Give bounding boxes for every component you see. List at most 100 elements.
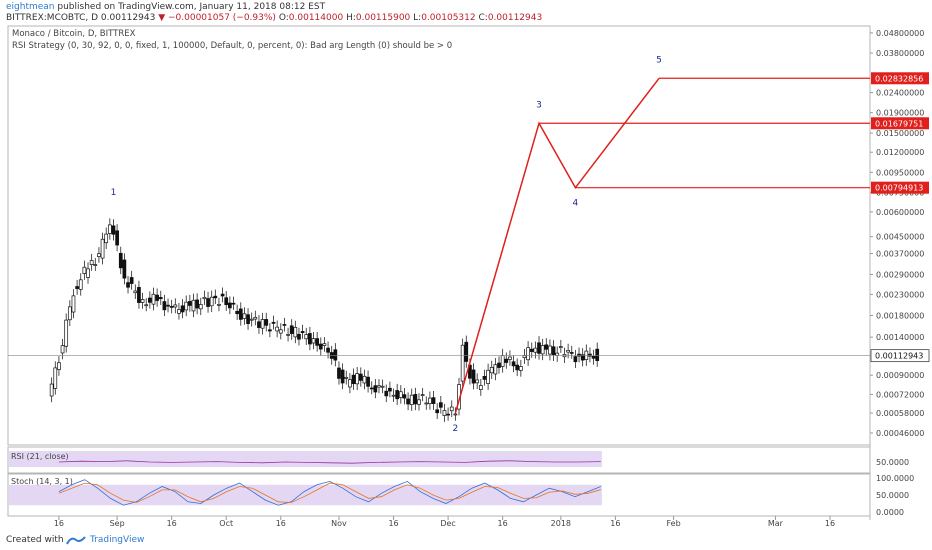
last-price: 0.00112943 xyxy=(100,13,156,23)
candle-body xyxy=(537,342,541,354)
candle-body xyxy=(151,293,156,305)
chart-header: eightmean published on TradingView.com, … xyxy=(0,0,932,24)
candle-body xyxy=(217,304,221,306)
candle-body xyxy=(380,385,385,388)
candle-body xyxy=(297,333,301,340)
x-tick-label: 16 xyxy=(825,519,835,528)
candle-body xyxy=(351,374,356,385)
y-tick-label: 0.01500000 xyxy=(876,129,924,138)
candle-body xyxy=(202,296,207,300)
candle-body xyxy=(53,367,58,389)
candle-body xyxy=(384,390,389,397)
candle-body xyxy=(191,299,196,312)
candle-body xyxy=(438,402,443,408)
y-tick-label: 0.00090000 xyxy=(876,371,924,380)
y-tick-label: 0.00370000 xyxy=(876,250,924,259)
chart-canvas[interactable]: 0.04800000 0.03800000 0.02400000 0.01900000… xyxy=(0,0,932,530)
legend-title: Monaco / Bitcoin, D, BITTREX xyxy=(12,29,136,39)
candle-body xyxy=(340,369,345,384)
stoch-title: Stoch (14, 3, 1) xyxy=(11,477,73,486)
candle-body xyxy=(253,317,258,320)
candle-body xyxy=(300,331,305,334)
candle-body xyxy=(573,356,578,363)
candle-body xyxy=(420,394,425,396)
stoch-band xyxy=(9,484,602,506)
candle-body xyxy=(235,310,239,315)
candle-body xyxy=(551,346,556,356)
candle-body xyxy=(166,304,170,307)
wave-label: 3 xyxy=(536,100,542,110)
candle-body xyxy=(115,230,119,246)
candle-body xyxy=(355,373,360,385)
candle-body xyxy=(406,398,410,405)
candle-body xyxy=(569,352,574,354)
x-tick-label: Oct xyxy=(219,519,233,528)
candle-body xyxy=(188,301,192,306)
candle-body xyxy=(282,324,287,326)
candle-body xyxy=(388,387,392,392)
candle-body xyxy=(133,290,138,294)
candle-body xyxy=(140,299,145,303)
candle-body xyxy=(358,373,363,381)
candle-body xyxy=(86,268,90,278)
candle-body xyxy=(180,305,185,313)
stoch-line xyxy=(58,482,601,503)
candle-body xyxy=(442,410,447,416)
candle-body xyxy=(544,344,549,350)
candle-body xyxy=(75,286,79,289)
candle-body xyxy=(333,349,338,361)
candle-body xyxy=(577,353,581,357)
candle-body xyxy=(493,364,498,375)
publish-info: published on TradingView.com, January 11… xyxy=(57,2,326,12)
wave-label: 4 xyxy=(573,199,579,209)
candle-body xyxy=(264,319,269,326)
candle-body xyxy=(337,367,341,379)
candle-body xyxy=(566,350,570,353)
stoch-tick-label: 0.0000 xyxy=(876,508,904,517)
candle-body xyxy=(417,399,421,405)
author-link[interactable]: eightmean xyxy=(6,2,55,12)
candle-body xyxy=(413,394,418,405)
y-tick-label: 0.00600000 xyxy=(876,208,924,217)
candle-body xyxy=(533,347,538,353)
candle-body xyxy=(173,304,178,308)
candle-body xyxy=(220,293,225,297)
target-level-tag xyxy=(871,72,929,85)
rsi-line xyxy=(58,460,601,464)
publish-line: eightmean published on TradingView.com, … xyxy=(6,2,325,12)
x-tick-label: 16 xyxy=(54,519,64,528)
y-tick-label: 0.00072000 xyxy=(876,390,924,399)
rsi-title: RSI (21, close) xyxy=(11,452,69,461)
last-price-label: 0.00112943 xyxy=(875,352,923,361)
candle-body xyxy=(482,376,487,380)
candle-body xyxy=(100,238,105,259)
ohlc-line: BITTREX:MCOBTC, D 0.00112943 ▼ −0.000010… xyxy=(6,13,542,23)
y-tick-label: 0.00290000 xyxy=(876,270,924,279)
candle-body xyxy=(558,346,563,348)
candle-body xyxy=(489,366,494,374)
candle-body xyxy=(275,326,279,332)
close-value: 0.00112943 xyxy=(487,13,543,23)
y-tick-label: 0.00950000 xyxy=(876,168,924,177)
candle-body xyxy=(155,294,159,301)
candle-body xyxy=(322,343,327,346)
candle-body xyxy=(195,299,199,309)
candle-body xyxy=(591,355,596,359)
tradingview-brand[interactable]: TradingView xyxy=(90,535,145,545)
candle-body xyxy=(293,327,298,338)
price-pane xyxy=(7,25,871,446)
price-change: −0.00001057 (−0.93%) xyxy=(167,13,276,23)
target-level-label: 0.02832856 xyxy=(875,74,923,83)
candle-body xyxy=(348,379,352,388)
candle-body xyxy=(580,354,585,361)
candle-body xyxy=(147,297,152,303)
wave-label: 5 xyxy=(656,55,662,65)
candle-body xyxy=(424,402,429,405)
candle-body xyxy=(555,352,560,356)
candle-body xyxy=(286,334,290,336)
candle-body xyxy=(271,321,276,324)
candle-body xyxy=(162,301,167,311)
y-tick-label: 0.00046000 xyxy=(876,429,924,438)
candle-body xyxy=(515,364,520,371)
candle-body xyxy=(60,345,65,354)
